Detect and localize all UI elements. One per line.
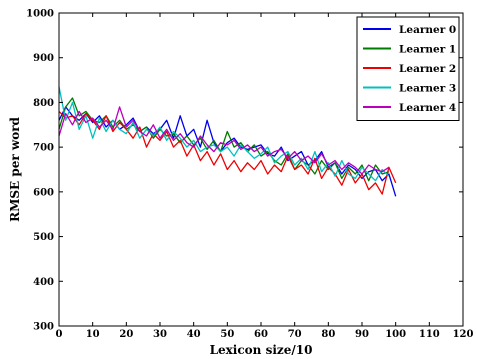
y-tick-label: 700	[33, 143, 54, 154]
x-tick-label: 80	[321, 329, 335, 340]
x-tick-label: 50	[220, 329, 234, 340]
series-line-learner-2	[58, 110, 397, 195]
ticks-layer: 0 10 20 30 40 50 60 70 80 90 100 110 120 300 400 500 600…	[26, 9, 473, 341]
y-tick-label: 300	[33, 322, 54, 333]
x-tick-label: 70	[288, 329, 302, 340]
x-tick-label: 30	[153, 329, 167, 340]
y-tick-label: 800	[33, 98, 54, 109]
x-tick-label: 100	[385, 329, 406, 340]
series-line-learner-1	[58, 97, 390, 182]
y-tick-label: 900	[33, 53, 54, 64]
series-line-learner-3	[58, 86, 390, 182]
x-tick-label: 90	[355, 329, 369, 340]
y-tick-label: 500	[33, 232, 54, 243]
x-tick-label: 60	[254, 329, 268, 340]
series-layer	[58, 86, 397, 197]
x-tick-label: 40	[187, 329, 201, 340]
x-tick-label: 120	[453, 329, 474, 340]
y-axis-label: RMSE per word	[8, 116, 22, 221]
legend-label: Learner 4	[399, 102, 456, 114]
x-tick-label: 20	[119, 329, 133, 340]
x-tick-label: 110	[419, 329, 440, 340]
y-tick-label: 400	[33, 277, 54, 288]
legend-label: Learner 3	[399, 83, 456, 95]
x-tick-label: 0	[56, 329, 63, 340]
y-tick-label: 600	[33, 187, 54, 198]
legend-label: Learner 1	[399, 44, 456, 56]
legend: Learner 0 Learner 1 Learner 2 Learner 3 Lear…	[356, 16, 460, 121]
legend-label: Learner 2	[399, 63, 456, 75]
x-tick-label: 10	[86, 329, 100, 340]
x-axis-label: Lexicon size/10	[210, 343, 313, 357]
series-line-learner-4	[58, 106, 390, 175]
legend-label: Learner 0	[399, 24, 456, 36]
y-tick-label: 1000	[26, 9, 54, 20]
